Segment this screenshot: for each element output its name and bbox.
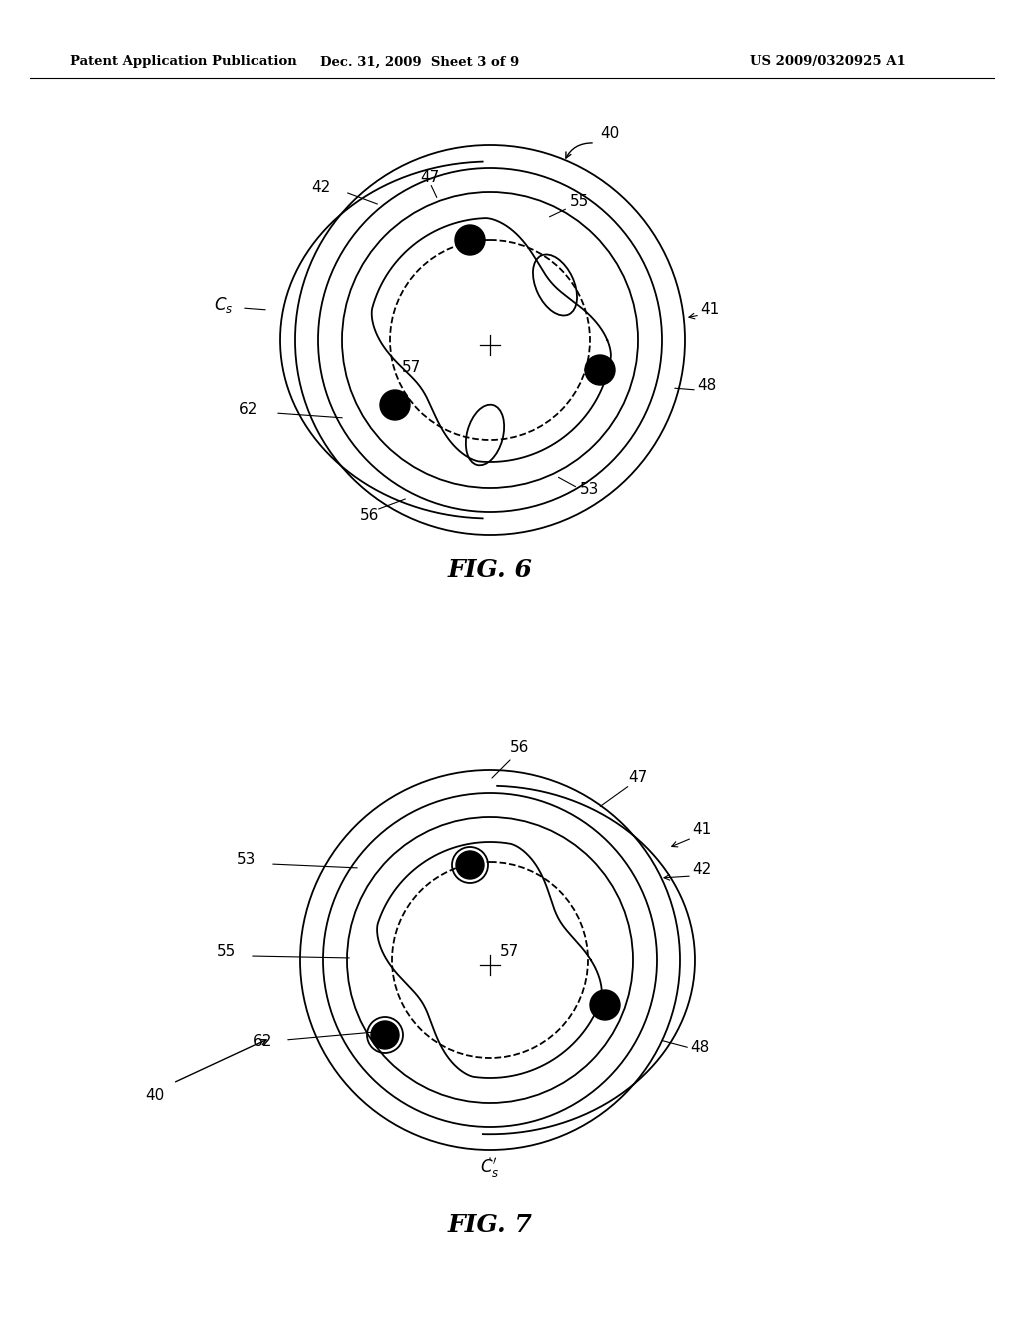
Text: 53: 53 bbox=[580, 483, 599, 498]
Text: 42: 42 bbox=[310, 181, 330, 195]
Text: $C_s$: $C_s$ bbox=[214, 294, 233, 315]
Text: 56: 56 bbox=[360, 507, 380, 523]
Text: 47: 47 bbox=[420, 170, 439, 186]
Text: 55: 55 bbox=[570, 194, 589, 210]
Circle shape bbox=[455, 224, 485, 255]
Text: $C_s'$: $C_s'$ bbox=[480, 1156, 500, 1180]
Text: 62: 62 bbox=[253, 1035, 272, 1049]
Text: 56: 56 bbox=[510, 741, 529, 755]
Text: 57: 57 bbox=[500, 945, 519, 960]
Text: FIG. 7: FIG. 7 bbox=[447, 1213, 532, 1237]
Circle shape bbox=[380, 389, 410, 420]
Text: 48: 48 bbox=[690, 1040, 710, 1056]
Text: 53: 53 bbox=[237, 853, 256, 867]
Circle shape bbox=[590, 990, 620, 1020]
Text: FIG. 6: FIG. 6 bbox=[447, 558, 532, 582]
Text: 41: 41 bbox=[700, 302, 719, 318]
Text: Patent Application Publication: Patent Application Publication bbox=[70, 55, 297, 69]
Text: 40: 40 bbox=[145, 1088, 165, 1102]
Text: 41: 41 bbox=[692, 822, 712, 837]
Circle shape bbox=[371, 1020, 399, 1049]
Text: US 2009/0320925 A1: US 2009/0320925 A1 bbox=[750, 55, 906, 69]
Text: 42: 42 bbox=[692, 862, 712, 878]
Text: 48: 48 bbox=[697, 378, 716, 392]
Text: 57: 57 bbox=[402, 360, 421, 375]
Circle shape bbox=[456, 851, 484, 879]
Text: Dec. 31, 2009  Sheet 3 of 9: Dec. 31, 2009 Sheet 3 of 9 bbox=[321, 55, 519, 69]
Text: 47: 47 bbox=[628, 771, 647, 785]
Text: 62: 62 bbox=[239, 403, 258, 417]
Circle shape bbox=[585, 355, 615, 385]
Text: 40: 40 bbox=[600, 125, 620, 140]
Text: 55: 55 bbox=[217, 945, 236, 960]
